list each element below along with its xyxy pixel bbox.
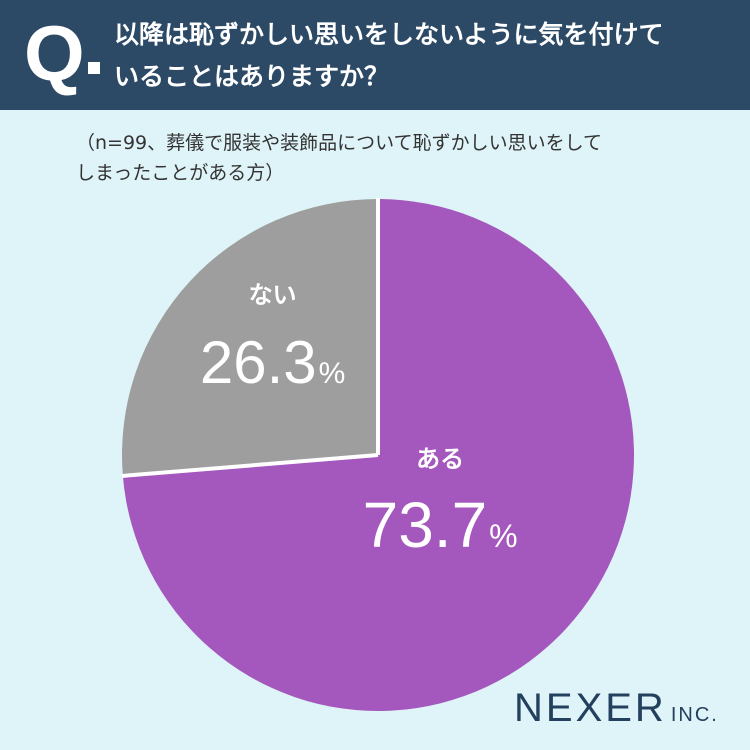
pie-slice-2 bbox=[122, 199, 378, 476]
nexer-logo: NEXER INC. bbox=[514, 686, 719, 731]
q-dot bbox=[88, 62, 100, 74]
question-header: Q 以降は恥ずかしい思いをしないように気を付けて いることはありますか？ bbox=[0, 0, 750, 110]
question-line-1: 以降は恥ずかしい思いをしないように気を付けて bbox=[114, 20, 664, 49]
note-line-1: （n=99、葬儀で服装や装飾品について恥ずかしい思いをして bbox=[76, 132, 603, 154]
question-text: 以降は恥ずかしい思いをしないように気を付けて いることはありますか？ bbox=[114, 14, 734, 98]
logo-suffix: INC. bbox=[670, 704, 719, 726]
slice-separator-2 bbox=[121, 453, 379, 478]
slice-label-1: ある bbox=[416, 445, 464, 473]
sample-note: （n=99、葬儀で服装や装飾品について恥ずかしい思いをして しまったことがある方… bbox=[76, 128, 716, 188]
slice-value-1: 73.7% bbox=[363, 489, 518, 561]
note-line-2: しまったことがある方） bbox=[76, 162, 285, 184]
question-line-2: いることはありますか？ bbox=[114, 62, 390, 91]
slice-value-2: 26.3% bbox=[200, 329, 345, 396]
q-mark: Q bbox=[24, 9, 85, 97]
logo-main: NEXER bbox=[514, 686, 667, 730]
slice-label-2: ない bbox=[249, 281, 297, 309]
